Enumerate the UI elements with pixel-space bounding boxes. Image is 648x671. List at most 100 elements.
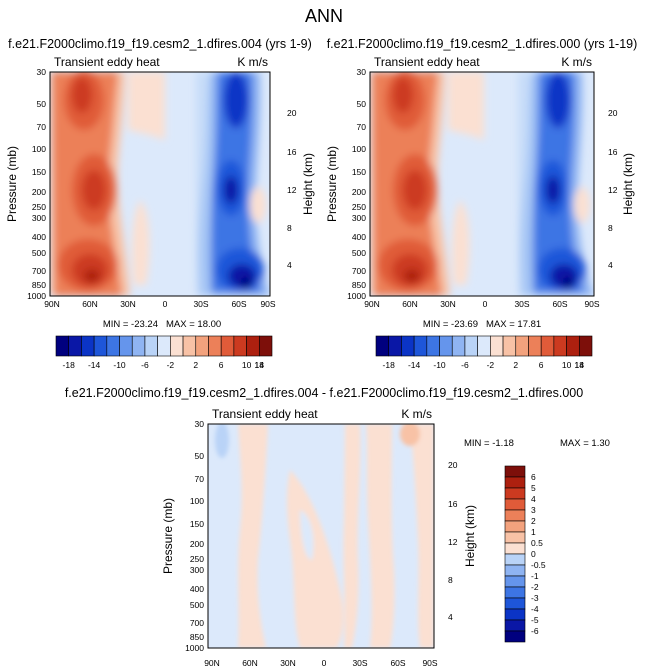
panel-2-frame <box>369 71 595 297</box>
cb2-swatch <box>375 335 390 357</box>
cb2-swatch <box>578 335 593 357</box>
p2-ytick-200: 200 <box>352 187 366 197</box>
cb2-label: -2 <box>487 360 495 370</box>
cb3-label: 0.5 <box>531 538 543 548</box>
cb1-swatch <box>131 335 146 357</box>
cb3-swatch <box>504 630 526 643</box>
panel-2-units-label: K m/s <box>561 55 592 69</box>
cb1-swatch <box>233 335 247 357</box>
cb1-swatch <box>170 335 184 357</box>
cb2-swatch <box>515 335 529 357</box>
cb2-label: 18 <box>575 360 585 370</box>
cb3-label: -5 <box>531 615 539 625</box>
panel-3-frame <box>207 423 435 649</box>
cb3-label: -3 <box>531 593 539 603</box>
p3-xtick-60n: 60N <box>242 658 258 668</box>
cb2-swatch <box>540 335 555 357</box>
p2-xtick-60n: 60N <box>402 299 418 309</box>
cb3-swatch <box>504 465 526 478</box>
p1-ytick-50: 50 <box>37 99 47 109</box>
p1-ytick-30: 30 <box>37 67 47 77</box>
p3-htick-12: 12 <box>448 537 458 547</box>
p2-ytick-700: 700 <box>352 266 366 276</box>
p3-htick-8: 8 <box>448 575 453 585</box>
cb3-label: 3 <box>531 505 536 515</box>
cb3-swatch <box>504 509 526 522</box>
cb3-label: 1 <box>531 527 536 537</box>
p1-htick-20: 20 <box>287 108 297 118</box>
cb1-swatch <box>182 335 197 357</box>
cb1-label: -10 <box>113 360 126 370</box>
panel-3-title: f.e21.F2000climo.f19_f19.cesm2_1.dfires.… <box>65 386 583 400</box>
p1-ytick-700: 700 <box>32 266 46 276</box>
cb2-swatch <box>477 335 491 357</box>
cb3-label: -1 <box>531 571 539 581</box>
cb3-label: -0.5 <box>531 560 546 570</box>
p3-xtick-30s: 30S <box>352 658 367 668</box>
p2-xtick-30n: 30N <box>440 299 456 309</box>
p1-xtick-60s: 60S <box>231 299 246 309</box>
cb3-swatch <box>504 553 526 566</box>
cb1-swatch <box>195 335 209 357</box>
cb2-swatch <box>451 335 466 357</box>
panel-1-units-label: K m/s <box>237 55 268 69</box>
p2-xtick-90s: 90S <box>584 299 599 309</box>
panel-1-contour-field <box>50 72 270 296</box>
panel-1-variable-label: Transient eddy heat <box>54 55 160 69</box>
cb1-swatch <box>106 335 120 357</box>
p3-ytick-70: 70 <box>195 474 205 484</box>
cb2-swatch <box>490 335 504 357</box>
cb1-swatch <box>68 335 82 357</box>
cb1-swatch <box>258 335 273 357</box>
p2-xtick-90n: 90N <box>364 299 380 309</box>
panel-2-variable-label: Transient eddy heat <box>374 55 480 69</box>
p3-xtick-0: 0 <box>322 658 327 668</box>
cb2-swatch <box>413 335 428 357</box>
cb2-label: 6 <box>539 360 544 370</box>
p2-xtick-30s: 30S <box>514 299 529 309</box>
panel-2-ylabel: Pressure (mb) <box>325 146 339 222</box>
cb3-swatch <box>504 542 526 555</box>
p3-ytick-700: 700 <box>190 618 204 628</box>
panel-1-frame <box>49 71 271 297</box>
panel-3-lat-ticks: 90N 60N 30N 0 30S 60S 90S <box>204 658 438 668</box>
cb1-label: 18 <box>255 360 265 370</box>
panel-2-title: f.e21.F2000climo.f19_f19.cesm2_1.dfires.… <box>327 37 638 51</box>
p2-htick-16: 16 <box>608 147 618 157</box>
cb1-swatch <box>157 335 171 357</box>
panel-2-max: MAX = 17.81 <box>486 319 541 330</box>
cb2-swatch <box>388 335 402 357</box>
p1-ytick-70: 70 <box>37 122 47 132</box>
cb3-swatch <box>504 619 526 632</box>
p1-ytick-100: 100 <box>32 144 46 154</box>
p2-xtick-60s: 60S <box>552 299 567 309</box>
panel-3-max: MAX = 1.30 <box>560 438 610 449</box>
cb3-label: 5 <box>531 483 536 493</box>
cb2-swatch <box>528 335 542 357</box>
p1-ytick-850: 850 <box>32 280 46 290</box>
panel-2: f.e21.F2000climo.f19_f19.cesm2_1.dfires.… <box>325 37 637 370</box>
panel-1: f.e21.F2000climo.f19_f19.cesm2_1.dfires.… <box>5 37 315 370</box>
p3-ytick-850: 850 <box>190 632 204 642</box>
p1-xtick-90n: 90N <box>44 299 60 309</box>
p2-ytick-500: 500 <box>352 248 366 258</box>
cb1-label: -14 <box>88 360 101 370</box>
p3-ytick-300: 300 <box>190 565 204 575</box>
panel-1-pressure-ticks: 30 50 70 100 150 200 250 300 400 500 700… <box>27 67 46 301</box>
cb2-swatch <box>566 335 580 357</box>
panel-2-height-ticks: 20 16 12 8 4 <box>608 108 618 270</box>
cb1-swatch <box>144 335 158 357</box>
p3-ytick-250: 250 <box>190 554 204 564</box>
p1-ytick-300: 300 <box>32 213 46 223</box>
p1-htick-8: 8 <box>287 223 292 233</box>
cb2-label: -10 <box>433 360 446 370</box>
panel-2-min: MIN = -23.69 <box>423 319 478 330</box>
p1-ytick-1000: 1000 <box>27 291 46 301</box>
panel-1-max: MAX = 18.00 <box>166 319 221 330</box>
cb2-swatch <box>553 335 567 357</box>
p1-ytick-150: 150 <box>32 167 46 177</box>
panel-2-ylabel-right: Height (km) <box>621 153 635 215</box>
cb3-swatch <box>504 608 526 621</box>
